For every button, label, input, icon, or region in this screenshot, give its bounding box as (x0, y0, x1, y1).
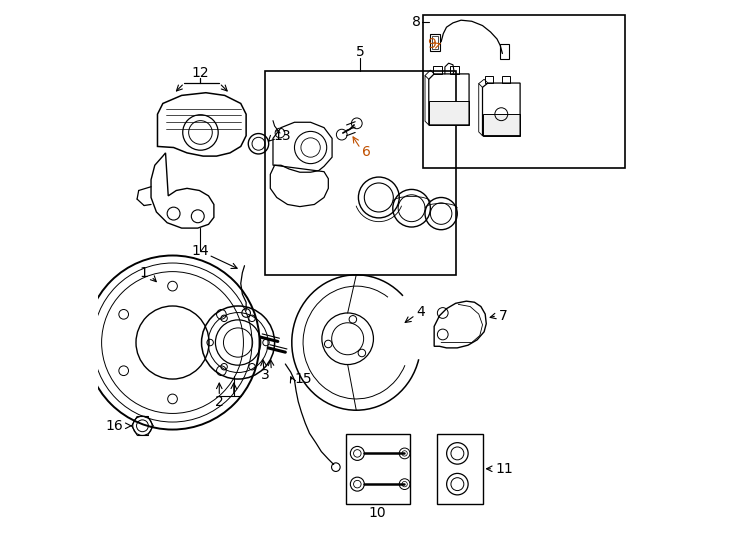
Text: 13: 13 (273, 129, 291, 143)
Text: 3: 3 (261, 368, 269, 382)
Text: 9: 9 (427, 37, 436, 51)
Bar (450, 66, 459, 74)
Bar (432, 36, 438, 49)
Bar (502, 76, 510, 83)
Text: 11: 11 (496, 462, 514, 476)
Bar (485, 76, 493, 83)
Text: 5: 5 (356, 45, 365, 59)
Text: 10: 10 (369, 507, 387, 521)
Text: 15: 15 (294, 372, 312, 386)
Text: 14: 14 (192, 244, 209, 258)
Text: 4: 4 (416, 305, 425, 319)
Bar (346, 434, 410, 504)
Bar (430, 33, 440, 51)
Text: 1: 1 (139, 266, 148, 280)
Bar (265, 71, 456, 275)
Bar (437, 434, 482, 504)
Bar (424, 15, 625, 168)
Text: 16: 16 (106, 419, 123, 433)
Text: 2: 2 (215, 395, 224, 409)
Bar (429, 101, 469, 125)
Text: 7: 7 (498, 309, 507, 323)
Bar (501, 44, 509, 59)
Bar (433, 66, 442, 74)
Text: 8: 8 (412, 15, 421, 29)
Text: 12: 12 (192, 66, 209, 80)
Bar (482, 114, 520, 136)
Text: 6: 6 (362, 145, 371, 159)
